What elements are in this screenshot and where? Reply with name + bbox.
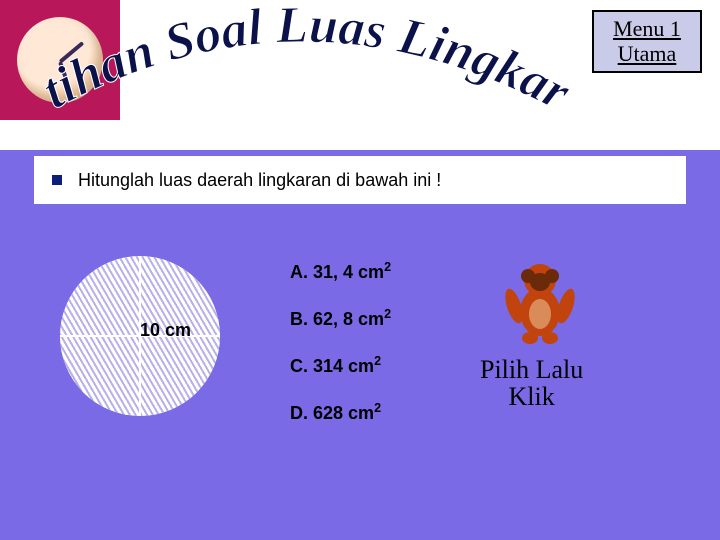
slide: Latihan Soal Luas Lingkaran Menu 1 Utama… xyxy=(0,0,720,540)
menu-line2: Utama xyxy=(594,41,700,66)
option-c[interactable]: C. 314 cm2 xyxy=(290,354,391,377)
option-a-exp: 2 xyxy=(384,260,391,274)
question-box: Hitunglah luas daerah lingkaran di bawah… xyxy=(34,156,686,204)
option-b-value: 62, 8 cm xyxy=(313,309,384,329)
option-c-exp: 2 xyxy=(374,354,381,368)
option-d[interactable]: D. 628 cm2 xyxy=(290,401,391,424)
hint-line1: Pilih Lalu xyxy=(480,356,583,383)
clock-decor xyxy=(0,0,120,120)
option-b-exp: 2 xyxy=(384,307,391,321)
question-text: Hitunglah luas daerah lingkaran di bawah… xyxy=(78,170,441,191)
option-d-value: 628 cm xyxy=(313,403,374,423)
option-a-value: 31, 4 cm xyxy=(313,262,384,282)
option-c-value: 314 cm xyxy=(313,356,374,376)
clock-face-icon xyxy=(17,17,103,103)
menu-line1: Menu 1 xyxy=(594,16,700,41)
options-list: A. 31, 4 cm2 B. 62, 8 cm2 C. 314 cm2 D. … xyxy=(290,260,391,424)
option-c-prefix: C. xyxy=(290,356,313,376)
option-b-prefix: B. xyxy=(290,309,313,329)
option-d-exp: 2 xyxy=(374,401,381,415)
option-a-prefix: A. xyxy=(290,262,313,282)
option-b[interactable]: B. 62, 8 cm2 xyxy=(290,307,391,330)
diameter-label: 10 cm xyxy=(140,320,191,341)
option-a[interactable]: A. 31, 4 cm2 xyxy=(290,260,391,283)
hint-text: Pilih Lalu Klik xyxy=(480,356,583,411)
bullet-icon xyxy=(52,175,62,185)
option-d-prefix: D. xyxy=(290,403,313,423)
menu-button[interactable]: Menu 1 Utama xyxy=(592,10,702,73)
hint-line2: Klik xyxy=(480,383,583,410)
